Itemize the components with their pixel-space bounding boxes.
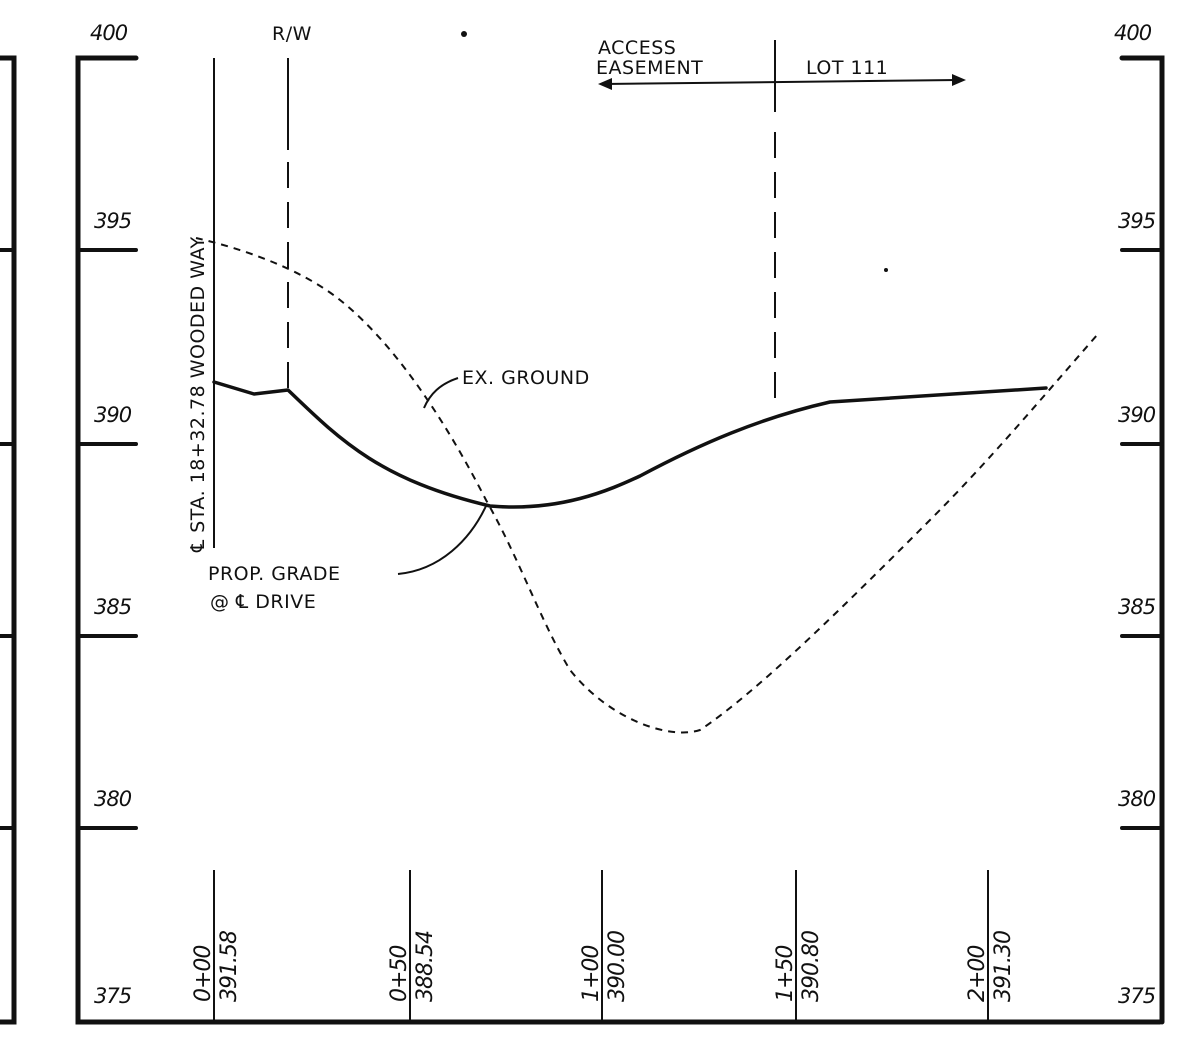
access-easement-label-2: EASEMENT	[596, 57, 703, 79]
elev-label-left-395: 395	[94, 209, 132, 233]
right-of-way-marker: R/W	[272, 23, 312, 390]
rw-label: R/W	[272, 23, 312, 45]
easement-boundary: ACCESS EASEMENT LOT 111	[596, 37, 966, 400]
access-easement-label-1: ACCESS	[598, 37, 676, 59]
station-elevation-label: 391.58	[217, 930, 242, 1002]
elev-label-left-380: 380	[94, 787, 132, 811]
ex-ground-leader	[423, 377, 459, 409]
station-elevation-label: 388.54	[413, 931, 438, 1002]
left-elevation-axis: 400 395 390 385 380 375	[90, 21, 133, 1008]
elev-label-left-375: 375	[94, 984, 132, 1008]
station-elevation-label: 390.80	[799, 931, 824, 1002]
ex-ground-label: EX. GROUND	[462, 367, 590, 389]
existing-ground-line	[195, 237, 1099, 734]
centerline-marker: ℄ STA. 18+32.78 WOODED WAY	[187, 58, 215, 553]
station-elevation-label: 390.00	[605, 931, 630, 1002]
station-ticks	[213, 870, 989, 1022]
right-elevation-axis: 400 395 390 385 380 375	[1114, 21, 1157, 1008]
profile-frame	[75, 55, 1165, 1025]
prop-grade-label-2: @ ℄ DRIVE	[210, 591, 316, 613]
easement-arrow-line	[603, 79, 959, 85]
elev-label-left-385: 385	[94, 595, 132, 619]
elev-label-left-390: 390	[94, 403, 132, 427]
elev-label-right-400: 400	[1114, 21, 1152, 45]
prop-grade-leader	[397, 505, 487, 575]
elev-label-right-390: 390	[1118, 403, 1156, 427]
station-label: 0+50	[387, 946, 412, 1002]
right-arrow-icon	[952, 74, 966, 86]
station-labels: 0+00 391.58 0+50 388.54 1+00 390.00 1+50…	[191, 930, 1016, 1002]
proposed-grade-line	[212, 380, 1048, 509]
stray-mark	[461, 31, 467, 37]
stray-mark	[884, 268, 888, 272]
centerline-station-label: ℄ STA. 18+32.78 WOODED WAY	[187, 236, 209, 553]
prop-grade-callout: PROP. GRADE @ ℄ DRIVE	[208, 505, 487, 613]
ex-ground-callout: EX. GROUND	[423, 367, 590, 409]
station-label: 0+00	[191, 946, 216, 1002]
elev-label-right-385: 385	[1118, 595, 1156, 619]
left-arrow-icon	[598, 78, 612, 90]
station-label: 1+00	[579, 946, 604, 1002]
station-label: 1+50	[773, 946, 798, 1002]
elev-label-left-400: 400	[90, 21, 128, 45]
elev-label-right-395: 395	[1118, 209, 1156, 233]
elev-label-right-375: 375	[1118, 984, 1156, 1008]
prop-grade-label-1: PROP. GRADE	[208, 563, 340, 585]
station-label: 2+00	[965, 946, 990, 1002]
adjacent-sheet-frame	[0, 55, 17, 1025]
station-elevation-label: 391.30	[991, 931, 1016, 1002]
elev-label-right-380: 380	[1118, 787, 1156, 811]
lot-label: LOT 111	[806, 57, 888, 79]
